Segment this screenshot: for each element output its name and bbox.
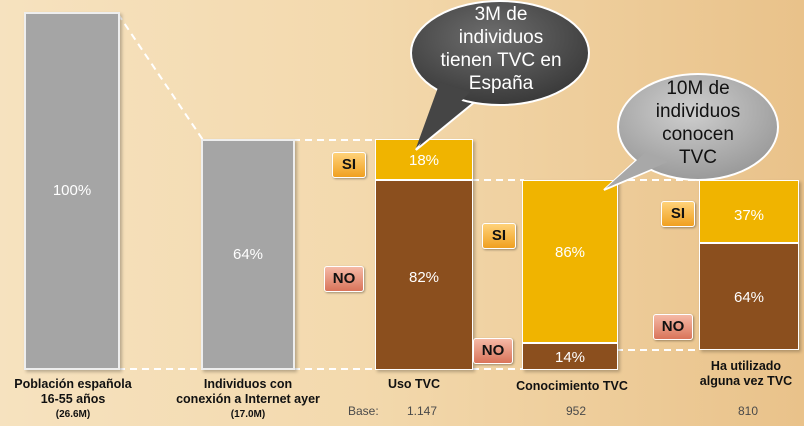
- callout-line: tienen TVC en: [440, 50, 562, 71]
- segment-value-label: 14%: [554, 349, 586, 366]
- callout-line: conocen: [662, 124, 734, 145]
- callout-line: TVC: [679, 147, 717, 168]
- segment-value-label: 82%: [408, 269, 440, 286]
- badge-no: NO: [653, 314, 693, 340]
- category-label-line: Población española: [14, 377, 132, 391]
- callout-line: España: [468, 73, 534, 94]
- category-label-internet: Individuos con conexión a Internet ayer …: [160, 377, 336, 422]
- bar-conocimiento-tvc: 86% 14%: [522, 180, 618, 370]
- bar-uso-tvc: 18% 82%: [375, 139, 473, 370]
- category-label-line: conexión a Internet ayer: [176, 392, 320, 406]
- category-label-line: Ha utilizado: [710, 359, 782, 373]
- segment-no: 82%: [375, 180, 473, 370]
- segment-value-label: 64%: [733, 289, 765, 306]
- base-label: Base:: [348, 404, 379, 418]
- base-value-uso: 1.147: [407, 404, 438, 418]
- badge-si: SI: [482, 223, 516, 249]
- segment-si: 37%: [699, 180, 799, 243]
- bar-internet: 64%: [201, 139, 295, 370]
- category-label-line: Conocimiento TVC: [516, 379, 628, 393]
- category-label-poblacion: Población española 16-55 años (26.6M): [14, 377, 132, 422]
- segment-si: 86%: [522, 180, 618, 343]
- bar-value-label: 100%: [52, 182, 92, 199]
- segment-value-label: 86%: [554, 244, 586, 261]
- segment-value-label: 18%: [408, 152, 440, 169]
- badge-si: SI: [332, 152, 366, 178]
- callout-line: individuos: [655, 101, 741, 122]
- category-sublabel: (26.6M): [55, 409, 91, 420]
- callout-text-dark: 3M de individuos tienen TVC en España: [420, 3, 582, 95]
- callout-line: 10M de: [666, 78, 730, 99]
- callout-line: 3M de: [474, 4, 528, 25]
- category-label-line: Uso TVC: [387, 377, 441, 391]
- base-value-conocimiento: 952: [566, 404, 587, 418]
- callout-text-light: 10M de individuos conocen TVC: [626, 77, 770, 169]
- category-label-line: Individuos con: [203, 377, 293, 391]
- segment-no: 64%: [699, 243, 799, 350]
- bar-poblacion: 100%: [24, 12, 120, 370]
- badge-no: NO: [473, 338, 513, 364]
- bar-value-label: 64%: [232, 246, 264, 263]
- segment-no: 14%: [522, 343, 618, 370]
- category-label-conocimiento-tvc: Conocimiento TVC: [510, 379, 634, 394]
- category-label-ha-utilizado: Ha utilizado alguna vez TVC: [688, 359, 804, 389]
- category-label-line: alguna vez TVC: [699, 374, 793, 388]
- badge-no: NO: [324, 266, 364, 292]
- segment-value-label: 37%: [733, 207, 765, 224]
- category-sublabel: (17.0M): [230, 409, 266, 420]
- category-label-line: 16-55 años: [40, 392, 106, 406]
- base-value-ha-utilizado: 810: [738, 404, 759, 418]
- badge-si: SI: [661, 201, 695, 227]
- category-label-uso-tvc: Uso TVC: [375, 377, 453, 392]
- bar-ha-utilizado: 37% 64%: [699, 180, 799, 350]
- callout-line: individuos: [458, 27, 544, 48]
